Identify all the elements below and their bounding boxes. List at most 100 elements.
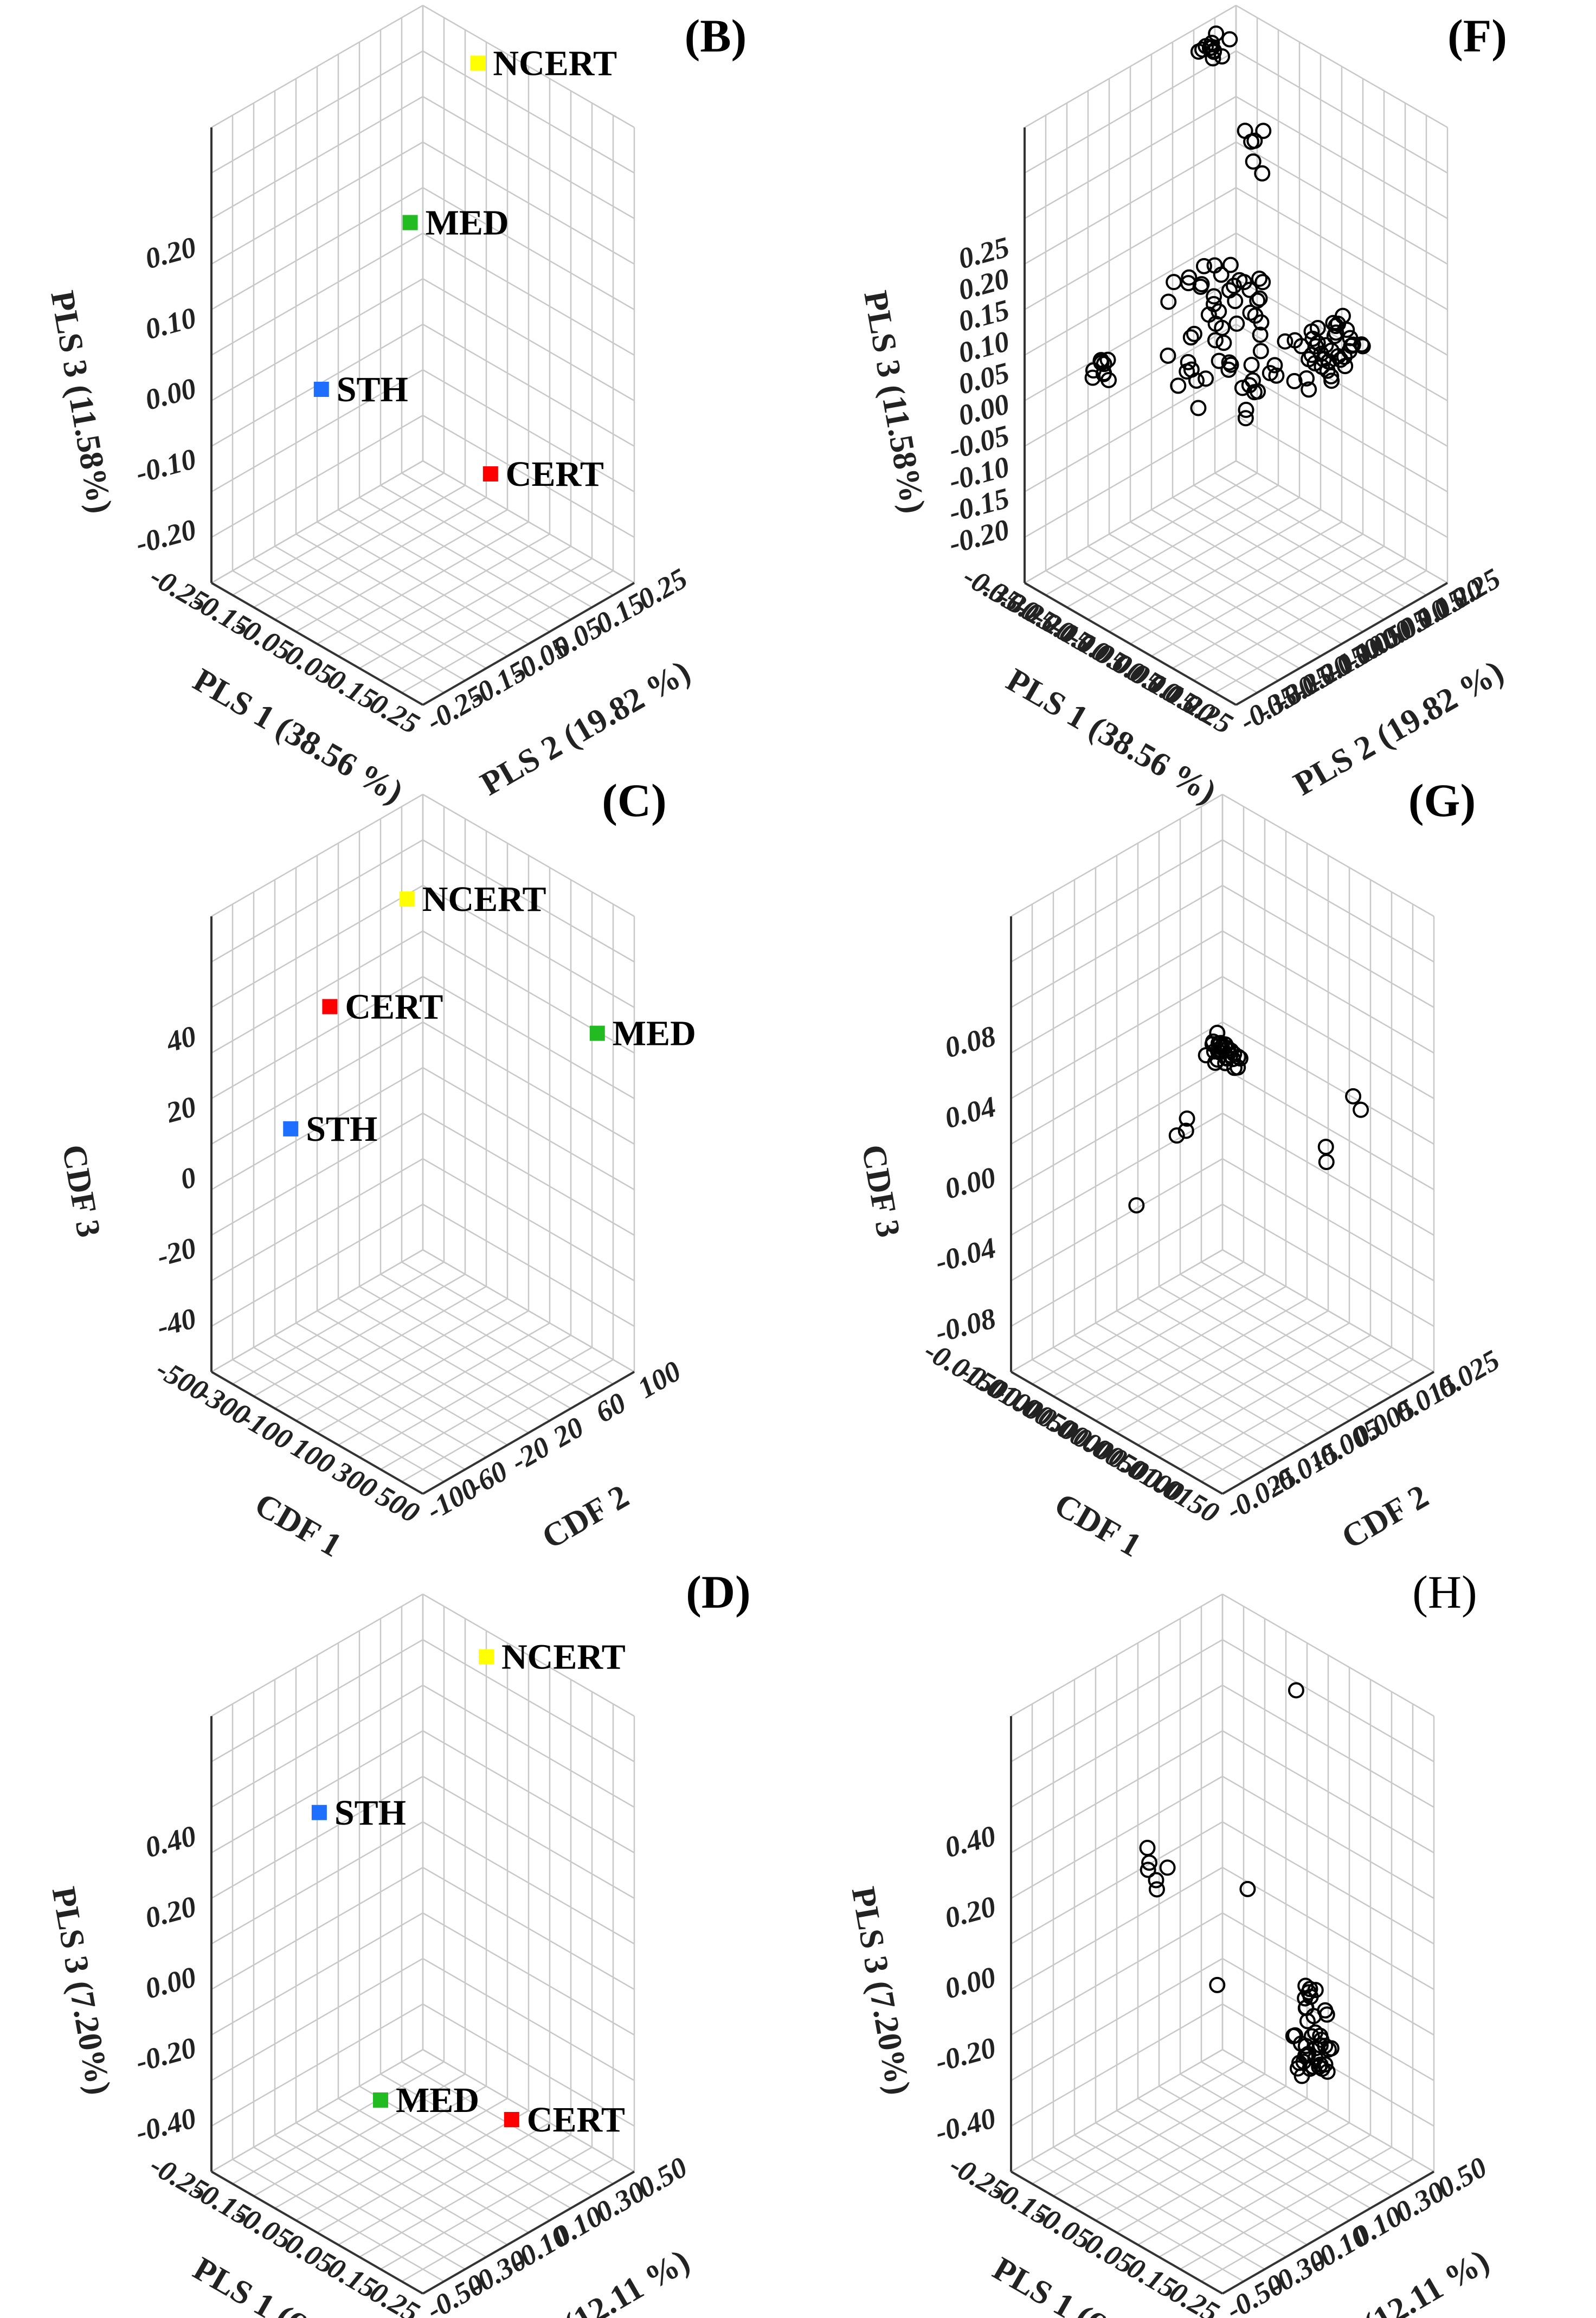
panel-h-point xyxy=(1317,2002,1334,2019)
panel-d-x-ticks: -0.25-0.15-0.050.050.150.25 xyxy=(145,2148,425,2318)
panel-f-point xyxy=(1254,274,1271,291)
group-label-sth: STH xyxy=(337,370,408,409)
group-label-ncert: NCERT xyxy=(501,1638,626,1677)
panel-f-point xyxy=(1255,123,1272,139)
panel-g-label: (G) xyxy=(1408,774,1476,826)
panel-f-point xyxy=(1234,380,1251,396)
panel-g-point xyxy=(1217,1055,1234,1071)
group-marker-cert xyxy=(504,2112,519,2127)
panel-g-grid xyxy=(1010,793,1435,1495)
panel-h-point xyxy=(1302,1981,1318,1998)
panel-f-point xyxy=(1277,333,1293,350)
panel-d-z-tick: 0.40 xyxy=(141,1819,200,1864)
panel-h-z-tick: 0.00 xyxy=(941,1960,999,2005)
panel-f-point xyxy=(1328,324,1344,341)
panel-h-z-ticks: -0.40 -0.20 0.00 0.20 0.40 xyxy=(932,1819,999,2149)
panel-c-z-tick: 40 xyxy=(162,1019,200,1058)
group-marker-ncert xyxy=(399,891,415,907)
group-sth: STH xyxy=(311,1793,406,1833)
panel-f-point xyxy=(1323,342,1340,359)
panel-f-point xyxy=(1222,356,1239,373)
panel-f-point xyxy=(1328,318,1344,335)
panel-c-z-tick: 0 xyxy=(177,1160,200,1196)
panel-g-z-tick: 0.00 xyxy=(941,1160,999,1205)
panel-h: (H)-0.25-0.15-0.050.050.150.25-0.50-0.30… xyxy=(845,1566,1496,2318)
group-marker-sth xyxy=(283,1121,299,1136)
panel-f-point xyxy=(1252,326,1269,343)
panel-f-z-title: PLS 3 (11.58%) xyxy=(857,288,932,516)
panel-c-y-tick: 100 xyxy=(632,1354,686,1404)
panel-f-label: (F) xyxy=(1447,10,1507,62)
group-label-sth: STH xyxy=(334,1793,406,1833)
panel-f-point xyxy=(1084,369,1101,386)
panel-f-point xyxy=(1195,258,1212,274)
panel-h-label: (H) xyxy=(1412,1566,1477,1618)
panel-h-point xyxy=(1305,2058,1322,2075)
panel-f-point xyxy=(1207,316,1224,332)
panel-f-point xyxy=(1266,357,1283,374)
panel-f-point xyxy=(1231,272,1248,288)
panel-f-point xyxy=(1092,352,1109,369)
panel-d-z-tick: 0.20 xyxy=(141,1890,200,1934)
group-label-sth: STH xyxy=(306,1109,377,1149)
panel-d: (D)-0.25-0.15-0.050.050.150.25-0.50-0.30… xyxy=(45,1566,751,2318)
panel-h-grid xyxy=(1010,1593,1435,2295)
panel-g-points xyxy=(1128,1024,1369,1213)
panel-b-z-ticks: -0.20 -0.10 0.00 0.10 0.20 xyxy=(132,230,200,560)
panel-g-y-tick: 0.025 xyxy=(1432,1344,1505,1405)
panel-f-point xyxy=(1179,363,1195,380)
panel-c-z-title: CDF 3 xyxy=(55,1142,107,1240)
panel-h-point xyxy=(1323,2040,1340,2057)
group-marker-ncert xyxy=(470,55,486,71)
panel-h-point xyxy=(1239,1880,1256,1897)
panel-h-point xyxy=(1140,1861,1156,1878)
panel-g-y-title: CDF 2 xyxy=(1336,1478,1435,1556)
panel-b-z-title: PLS 3 (11.58%) xyxy=(43,288,119,516)
panel-h-point xyxy=(1287,2027,1304,2044)
panel-g-z-ticks: -0.08 -0.04 0.00 0.04 0.08 xyxy=(932,1019,999,1349)
panel-f-point xyxy=(1160,348,1176,364)
panel-g-z-tick: -0.04 xyxy=(932,1231,999,1279)
panel-c: (C)-500-300-100100300500-100-60-20206010… xyxy=(55,774,696,1564)
panel-f-point xyxy=(1192,278,1209,295)
group-sth: STH xyxy=(313,370,408,409)
panel-g-point xyxy=(1353,1101,1369,1118)
group-med: MED xyxy=(373,2081,479,2120)
panel-d-z-tick: 0.00 xyxy=(141,1960,200,2005)
panel-h-z-tick: 0.40 xyxy=(941,1819,999,1864)
panel-f-point xyxy=(1214,48,1231,65)
panel-f-point xyxy=(1225,278,1242,294)
panel-f-point xyxy=(1198,370,1214,387)
panel-g-point xyxy=(1209,1024,1226,1041)
panel-f-point xyxy=(1206,43,1222,60)
panel-f-point xyxy=(1319,362,1336,379)
group-med: MED xyxy=(589,1014,696,1054)
panel-f-point xyxy=(1268,367,1285,384)
panel-h-z-tick: -0.40 xyxy=(932,2102,999,2149)
panel-f: (F) -0.35-0.30-0.25-0.20-0.15-0.10-0.050.… xyxy=(857,4,1510,811)
panel-b-z-tick: 0.20 xyxy=(141,230,200,275)
panel-f-point xyxy=(1353,336,1370,353)
group-med: MED xyxy=(402,203,509,243)
group-label-cert: CERT xyxy=(506,454,604,494)
panel-f-point xyxy=(1237,410,1254,427)
panel-f-point xyxy=(1205,50,1221,67)
panel-f-point xyxy=(1307,355,1323,372)
panel-h-point xyxy=(1148,1872,1164,1889)
panel-g-point xyxy=(1179,1110,1195,1127)
panel-g: (G)-0.0150-0.0100-0.00500.00000.00500.01… xyxy=(854,774,1505,1564)
panel-f-point xyxy=(1244,372,1261,389)
panel-h-z-tick: 0.20 xyxy=(941,1890,999,1934)
panel-c-z-tick: 20 xyxy=(162,1090,200,1129)
group-cert: CERT xyxy=(322,987,443,1027)
group-ncert: NCERT xyxy=(399,879,546,919)
panel-f-point xyxy=(1286,373,1303,389)
panel-f-point xyxy=(1251,271,1267,287)
panel-f-point xyxy=(1238,401,1254,418)
panel-c-z-ticks: -40 -20 0 20 40 xyxy=(153,1019,200,1343)
panel-c-label: (C) xyxy=(602,774,666,826)
group-marker-ncert xyxy=(479,1649,494,1665)
panel-f-point xyxy=(1222,256,1239,273)
panel-g-x-title: CDF 1 xyxy=(1048,1486,1148,1564)
panel-c-x-tick: 300 xyxy=(328,1454,383,1505)
